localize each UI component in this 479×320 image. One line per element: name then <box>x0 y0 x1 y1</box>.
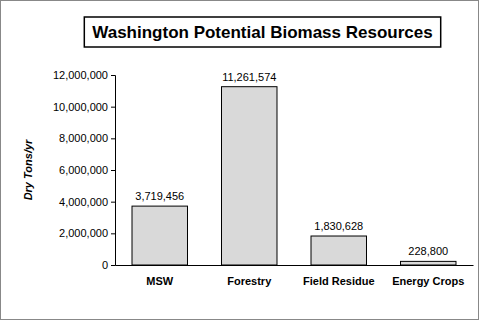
y-tick: 6,000,000 <box>59 164 115 176</box>
x-tick-label: Forestry <box>227 275 272 287</box>
x-axis: MSW Forestry Field Residue Energy Crops <box>116 265 474 287</box>
bar <box>222 87 277 265</box>
x-tick: Energy Crops <box>392 265 464 287</box>
chart-frame <box>1 1 479 320</box>
y-tick: 2,000,000 <box>59 227 115 239</box>
y-tick: 0 <box>102 259 115 271</box>
title: Washington Potential Biomass Resources <box>92 23 432 42</box>
data-label: 11,261,574 <box>222 71 276 83</box>
x-tick-label: Energy Crops <box>392 275 464 287</box>
y-tick: 4,000,000 <box>59 196 115 208</box>
y-tick-mark <box>111 265 115 266</box>
data-label: 228,800 <box>408 245 448 257</box>
data-labels: 3,719,456 11,261,574 1,830,628 228,800 <box>135 71 448 258</box>
x-tick: MSW <box>146 265 174 287</box>
x-tick: Forestry <box>227 265 272 287</box>
data-label: 3,719,456 <box>135 190 184 202</box>
y-tick-mark <box>111 170 115 171</box>
x-tick: Field Residue <box>303 265 375 287</box>
y-tick-label: 2,000,000 <box>59 227 108 239</box>
y-tick-mark <box>111 233 115 234</box>
bar <box>401 261 456 265</box>
y-tick: 10,000,000 <box>53 101 115 113</box>
title-box <box>84 17 440 47</box>
y-tick: 12,000,000 <box>53 69 115 81</box>
bar <box>132 206 187 265</box>
x-axis-line <box>116 265 474 266</box>
y-tick-label: 4,000,000 <box>59 196 108 208</box>
y-axis: 0 2,000,000 4,000,000 6,000,000 8,000,000 10,… <box>53 69 116 271</box>
chart: Washington Potential Biomass Resources 0 2… <box>0 0 479 320</box>
x-tick-label: MSW <box>146 275 174 287</box>
y-tick-label: 12,000,000 <box>53 69 108 81</box>
data-label: 1,830,628 <box>314 220 363 232</box>
title-group: Washington Potential Biomass Resources <box>84 17 440 47</box>
y-tick-mark <box>111 75 115 76</box>
y-tick-mark <box>111 138 115 139</box>
y-tick-label: 0 <box>102 259 108 271</box>
y-tick: 8,000,000 <box>59 132 115 144</box>
y-tick-mark <box>111 107 115 108</box>
y-tick-label: 6,000,000 <box>59 164 108 176</box>
y-axis-title: Dry Tons/yr <box>22 139 34 200</box>
x-tick-label: Field Residue <box>303 275 375 287</box>
y-axis-line <box>111 76 116 266</box>
y-tick-label: 10,000,000 <box>53 101 108 113</box>
bars <box>132 87 456 265</box>
y-tick-mark <box>111 202 115 203</box>
bar <box>311 236 366 265</box>
y-tick-label: 8,000,000 <box>59 132 108 144</box>
